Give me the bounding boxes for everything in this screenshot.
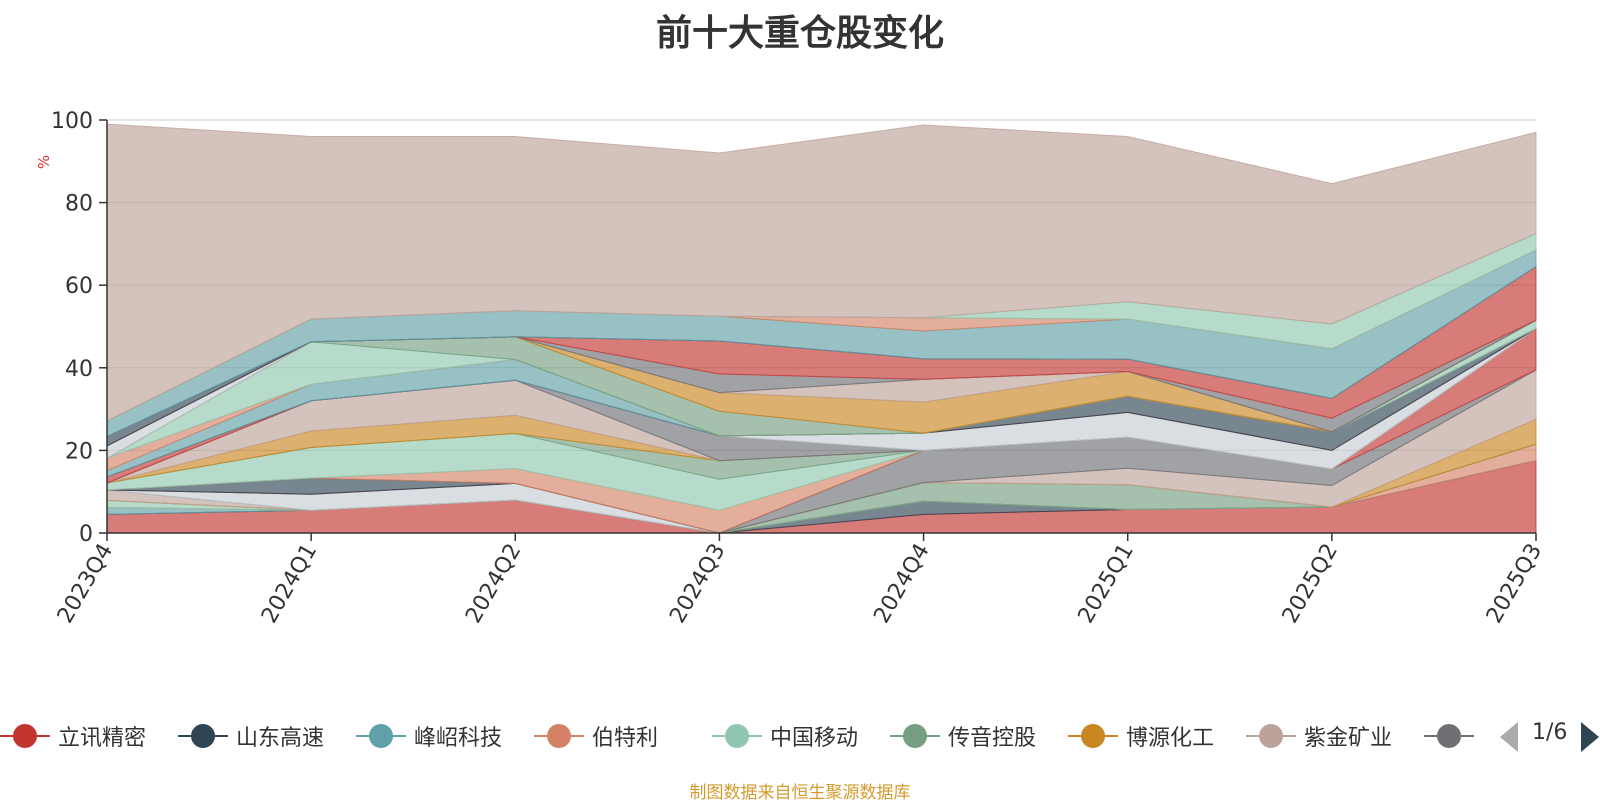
chart-title: 前十大重仓股变化 (655, 13, 944, 54)
legend: 立讯精密 山东高速 峰岹科技 伯特利 中国移动 传音控股 博源化工 紫金矿业 九号公司 (0, 718, 1480, 754)
legend-label: 传音控股 (948, 726, 1037, 751)
legend-marker-icon (890, 723, 940, 749)
legend-marker-icon (0, 723, 50, 749)
legend-label: 峰岹科技 (414, 726, 503, 751)
y-tick-label: 40 (65, 357, 93, 382)
legend-marker-icon (356, 723, 406, 749)
legend-item[interactable]: 传音控股 (890, 718, 1036, 754)
legend-label: 伯特利 (592, 726, 659, 751)
x-tick-label: 2024Q4 (869, 540, 934, 628)
legend-marker-icon (534, 723, 584, 749)
legend-page-indicator: 1/6 (1532, 720, 1568, 745)
legend-item[interactable]: 立讯精密 (0, 718, 146, 754)
legend-item[interactable]: 紫金矿业 (1246, 718, 1392, 754)
x-tick-label: 2025Q2 (1278, 540, 1343, 628)
legend-marker-icon (1246, 723, 1296, 749)
legend-next-page-icon[interactable] (1581, 722, 1599, 752)
x-tick-label: 2025Q3 (1482, 540, 1547, 628)
y-tick-label: 0 (79, 522, 93, 547)
legend-marker-icon (712, 723, 762, 749)
legend-marker-icon (1068, 723, 1118, 749)
x-tick-label: 2024Q3 (665, 540, 730, 628)
stacked-area-chart: 0 20 40 60 80 100% 2023Q4 2024Q1 2024Q2 2024Q3 202… (35, 109, 1547, 628)
x-tick-label: 2025Q1 (1074, 540, 1139, 628)
y-tick-label: 100 (51, 109, 93, 134)
x-tick-label: 2024Q1 (257, 540, 322, 628)
y-tick-label: 60 (65, 274, 93, 299)
y-tick-label: 20 (65, 439, 93, 464)
legend-label: 山东高速 (236, 726, 325, 751)
y-tick-label: 80 (65, 192, 93, 217)
legend-label: 中国移动 (770, 726, 859, 751)
series-area (106, 123, 1537, 422)
data-source-note: 制图数据来自恒生聚源数据库 (689, 783, 911, 803)
legend-label: 立讯精密 (58, 726, 147, 751)
legend-item[interactable]: 峰岹科技 (356, 718, 502, 754)
legend-label: 博源化工 (1126, 726, 1215, 751)
legend-pager: 1/6 (1500, 718, 1600, 754)
legend-item[interactable]: 山东高速 (178, 718, 324, 754)
legend-marker-icon (1424, 723, 1474, 749)
x-tick-label: 2023Q4 (53, 540, 118, 628)
legend-item[interactable]: 博源化工 (1068, 718, 1214, 754)
legend-item[interactable]: 九号公司 (1424, 718, 1480, 754)
legend-marker-icon (178, 723, 228, 749)
legend-prev-page-icon[interactable] (1500, 722, 1518, 752)
legend-item[interactable]: 中国移动 (712, 718, 858, 754)
y-axis-unit-label: % (35, 155, 53, 169)
legend-item[interactable]: 伯特利 (534, 718, 658, 754)
legend-label: 紫金矿业 (1304, 726, 1393, 751)
x-tick-label: 2024Q2 (461, 540, 526, 628)
